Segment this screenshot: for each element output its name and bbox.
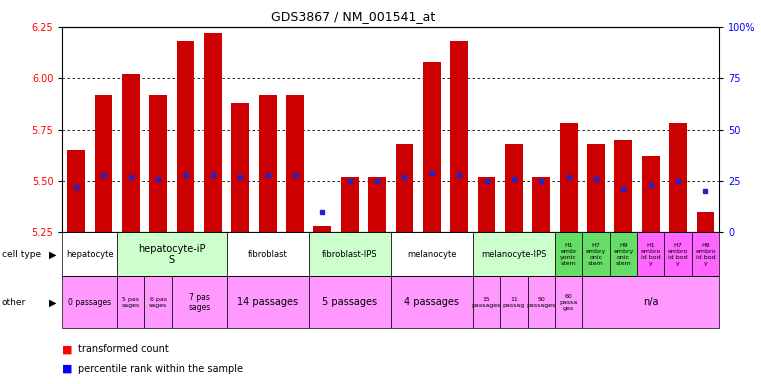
Text: fibroblast: fibroblast — [248, 250, 288, 259]
Bar — [692, 232, 719, 276]
Bar — [94, 95, 113, 232]
Text: 4 passages: 4 passages — [404, 297, 460, 308]
Bar — [696, 212, 715, 232]
Bar — [614, 140, 632, 232]
Bar — [555, 232, 582, 276]
Text: ▶: ▶ — [49, 297, 56, 308]
Bar — [664, 232, 692, 276]
Text: hepatocyte: hepatocyte — [66, 250, 113, 259]
Text: 50
passages: 50 passages — [527, 297, 556, 308]
Text: 11
passag: 11 passag — [503, 297, 525, 308]
Bar — [473, 232, 555, 276]
Bar — [172, 276, 227, 328]
Text: transformed count: transformed count — [78, 344, 168, 354]
Bar — [309, 276, 391, 328]
Bar — [555, 276, 582, 328]
Bar — [122, 74, 140, 232]
Text: 6 pas
sages: 6 pas sages — [149, 297, 167, 308]
Text: cell type: cell type — [2, 250, 40, 259]
Bar — [478, 177, 495, 232]
Bar — [642, 156, 660, 232]
Bar — [309, 232, 391, 276]
Text: H7
embry
onic
stem: H7 embry onic stem — [586, 243, 607, 266]
Bar — [527, 276, 555, 328]
Text: ▶: ▶ — [49, 249, 56, 260]
Bar — [286, 95, 304, 232]
Bar — [149, 95, 167, 232]
Text: fibroblast-IPS: fibroblast-IPS — [322, 250, 377, 259]
Bar — [637, 232, 664, 276]
Bar — [500, 276, 527, 328]
Bar — [582, 276, 719, 328]
Bar — [145, 276, 172, 328]
Bar — [391, 232, 473, 276]
Text: melanocyte: melanocyte — [407, 250, 457, 259]
Bar — [259, 95, 276, 232]
Bar — [473, 276, 500, 328]
Text: 60
passa
ges: 60 passa ges — [559, 294, 578, 311]
Bar — [227, 232, 309, 276]
Text: H1
embro
id bod
y: H1 embro id bod y — [641, 243, 661, 266]
Text: 14 passages: 14 passages — [237, 297, 298, 308]
Text: percentile rank within the sample: percentile rank within the sample — [78, 364, 243, 374]
Bar — [117, 276, 145, 328]
Text: ■: ■ — [62, 344, 73, 354]
Text: GDS3867 / NM_001541_at: GDS3867 / NM_001541_at — [271, 10, 435, 23]
Text: 5 passages: 5 passages — [322, 297, 377, 308]
Text: 5 pas
sages: 5 pas sages — [122, 297, 140, 308]
Bar — [533, 177, 550, 232]
Text: other: other — [2, 298, 26, 307]
Text: melanocyte-IPS: melanocyte-IPS — [481, 250, 546, 259]
Bar — [204, 33, 221, 232]
Bar — [67, 150, 85, 232]
Text: H9
embry
onic
stem: H9 embry onic stem — [613, 243, 634, 266]
Bar — [62, 232, 117, 276]
Bar — [314, 226, 331, 232]
Bar — [231, 103, 249, 232]
Bar — [391, 276, 473, 328]
Bar — [341, 177, 358, 232]
Text: H7
embro
id bod
y: H7 embro id bod y — [668, 243, 688, 266]
Bar — [669, 123, 687, 232]
Bar — [62, 276, 117, 328]
Bar — [423, 62, 441, 232]
Text: 7 pas
sages: 7 pas sages — [188, 293, 210, 312]
Text: n/a: n/a — [643, 297, 658, 308]
Text: ■: ■ — [62, 364, 73, 374]
Bar — [117, 232, 227, 276]
Text: H1
embr
yonic
stem: H1 embr yonic stem — [560, 243, 577, 266]
Bar — [227, 276, 309, 328]
Text: 0 passages: 0 passages — [68, 298, 111, 307]
Bar — [505, 144, 523, 232]
Text: hepatocyte-iP
S: hepatocyte-iP S — [138, 243, 205, 265]
Bar — [451, 41, 468, 232]
Bar — [396, 144, 413, 232]
Text: 15
passages: 15 passages — [472, 297, 501, 308]
Bar — [368, 177, 386, 232]
Bar — [177, 41, 194, 232]
Bar — [587, 144, 605, 232]
Bar — [560, 123, 578, 232]
Bar — [582, 232, 610, 276]
Bar — [610, 232, 637, 276]
Text: H9
embro
id bod
y: H9 embro id bod y — [696, 243, 715, 266]
